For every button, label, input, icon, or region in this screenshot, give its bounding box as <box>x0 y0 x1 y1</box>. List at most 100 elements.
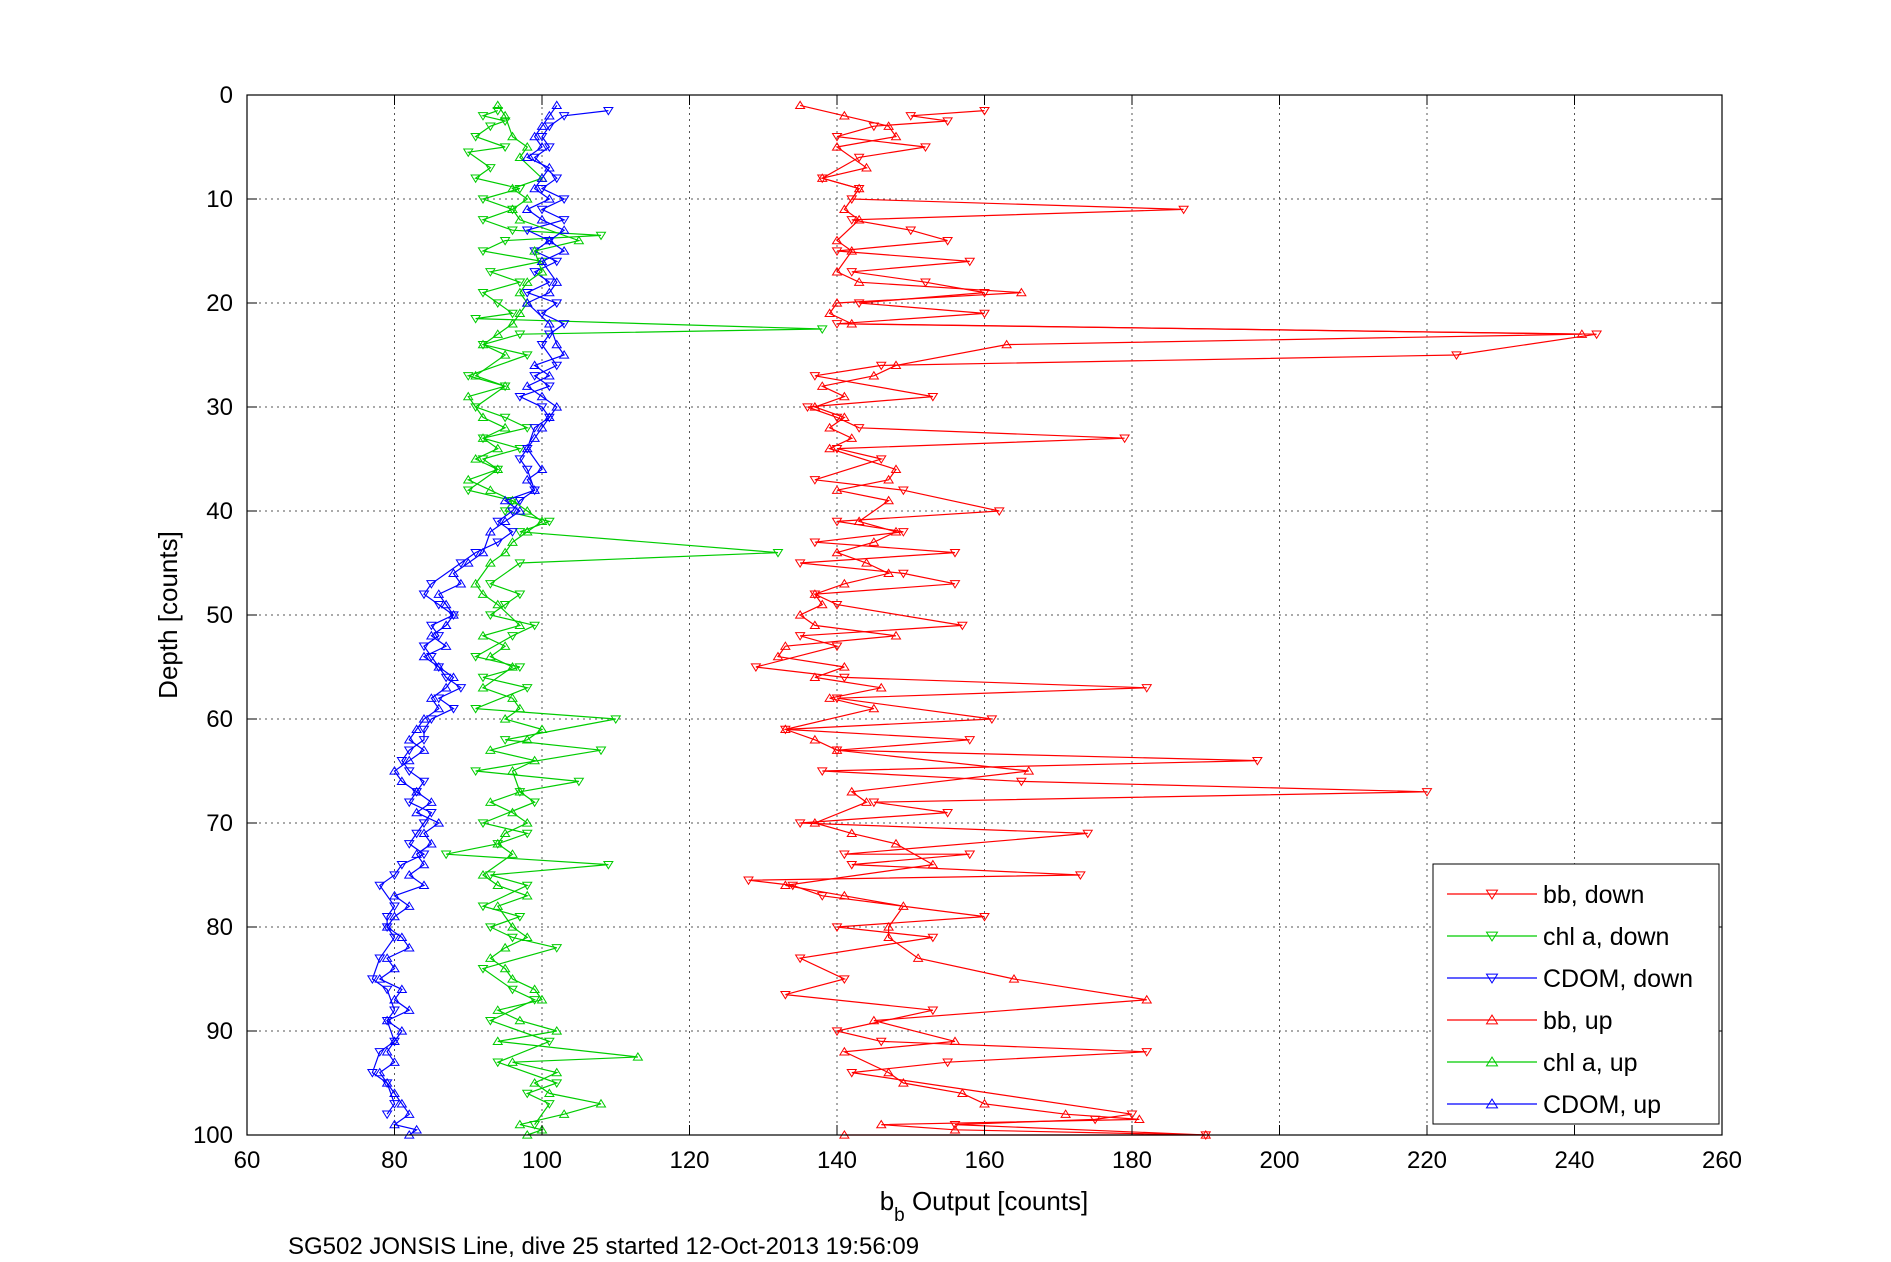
data-point-marker <box>521 351 533 360</box>
data-point-marker <box>956 1088 968 1098</box>
data-point-marker <box>418 736 430 745</box>
data-point-marker <box>521 142 533 151</box>
data-point-marker <box>499 828 511 838</box>
data-point-marker <box>507 849 518 858</box>
legend-swatch-marker <box>1485 973 1499 984</box>
data-point-marker <box>838 1046 850 1056</box>
data-point-marker <box>381 1078 393 1087</box>
series-chl-a-down <box>440 106 828 1130</box>
data-point-marker <box>831 266 843 276</box>
data-point-marker <box>846 1068 858 1078</box>
data-point-marker <box>868 703 880 713</box>
legend-swatch-marker <box>1485 1098 1499 1109</box>
data-point-marker <box>897 528 909 537</box>
data-point-marker <box>838 673 850 683</box>
data-point-marker <box>949 580 961 589</box>
data-point-marker <box>499 350 511 359</box>
data-point-marker <box>418 642 430 652</box>
data-point-marker <box>499 516 511 526</box>
data-point-marker <box>1001 339 1013 349</box>
data-point-marker <box>477 589 489 598</box>
data-point-marker <box>389 902 400 912</box>
data-point-marker <box>543 517 555 527</box>
data-point-marker <box>905 226 917 236</box>
data-point-marker <box>875 1037 887 1047</box>
data-point-marker <box>846 860 858 870</box>
data-point-marker <box>514 287 526 297</box>
data-point-marker <box>536 391 548 401</box>
data-point-marker <box>846 216 858 225</box>
x-tick-label: 80 <box>381 1147 408 1174</box>
data-point-marker <box>927 933 939 943</box>
data-point-marker <box>403 1005 415 1014</box>
y-tick-label: 70 <box>206 810 233 837</box>
data-point-marker <box>536 214 548 224</box>
data-point-marker <box>448 610 459 619</box>
data-point-marker <box>846 268 858 277</box>
data-point-marker <box>521 829 533 839</box>
data-point-marker <box>1451 351 1462 360</box>
data-point-marker <box>964 257 976 267</box>
data-point-marker <box>381 922 393 931</box>
data-point-marker <box>529 246 541 255</box>
y-tick-label: 60 <box>206 706 233 733</box>
data-point-marker <box>521 506 533 515</box>
data-point-marker <box>411 786 423 796</box>
x-tick-label: 220 <box>1407 1147 1447 1174</box>
data-point-marker <box>905 112 917 121</box>
data-point-marker <box>403 767 415 776</box>
data-point-marker <box>853 183 865 193</box>
data-point-marker <box>514 912 526 922</box>
x-tick-label: 160 <box>964 1147 1004 1174</box>
data-point-marker <box>802 403 813 412</box>
x-tick-labels: 60 80 100 120 140 160 180 200 220 240 260 <box>234 1147 1742 1174</box>
data-point-marker <box>403 798 415 808</box>
data-point-marker <box>462 372 474 381</box>
data-point-marker <box>477 247 489 256</box>
data-point-marker <box>809 734 821 744</box>
data-point-marker <box>521 204 533 214</box>
data-point-marker <box>521 818 533 827</box>
data-point-marker <box>838 890 850 900</box>
data-point-marker <box>543 122 555 132</box>
data-point-marker <box>514 444 526 454</box>
data-point-marker <box>890 838 902 848</box>
data-point-marker <box>389 1036 400 1046</box>
data-point-marker <box>484 580 496 589</box>
legend-label: CDOM, up <box>1543 1091 1661 1119</box>
data-point-marker <box>536 422 548 432</box>
data-point-marker <box>440 673 452 683</box>
data-point-marker <box>772 548 784 558</box>
data-point-marker <box>499 143 511 152</box>
data-point-marker <box>595 231 607 241</box>
legend-swatch-marker <box>1485 1014 1499 1025</box>
data-point-marker <box>779 990 791 1000</box>
data-point-marker <box>411 807 423 817</box>
data-point-marker <box>1576 329 1588 338</box>
data-point-marker <box>470 174 482 184</box>
data-point-marker <box>551 174 563 184</box>
data-point-marker <box>507 495 518 505</box>
data-point-marker <box>514 214 526 224</box>
data-point-marker <box>499 422 511 432</box>
data-point-marker <box>868 537 880 546</box>
data-point-marker <box>499 942 511 952</box>
data-point-marker <box>779 641 791 650</box>
data-point-marker <box>543 330 555 340</box>
data-point-marker <box>514 330 526 340</box>
data-point-marker <box>536 121 548 130</box>
data-point-marker <box>507 131 518 141</box>
data-point-marker <box>551 944 563 953</box>
data-point-marker <box>853 153 865 163</box>
data-point-marker <box>521 381 533 390</box>
data-point-marker <box>389 871 400 880</box>
data-point-marker <box>484 526 496 536</box>
data-point-marker <box>440 599 452 609</box>
data-point-marker <box>521 526 533 536</box>
data-point-marker <box>507 226 518 236</box>
data-point-marker <box>779 880 791 890</box>
data-point-marker <box>602 860 614 870</box>
data-point-marker <box>507 693 518 702</box>
data-point-marker <box>831 132 843 142</box>
data-point-marker <box>418 828 430 838</box>
